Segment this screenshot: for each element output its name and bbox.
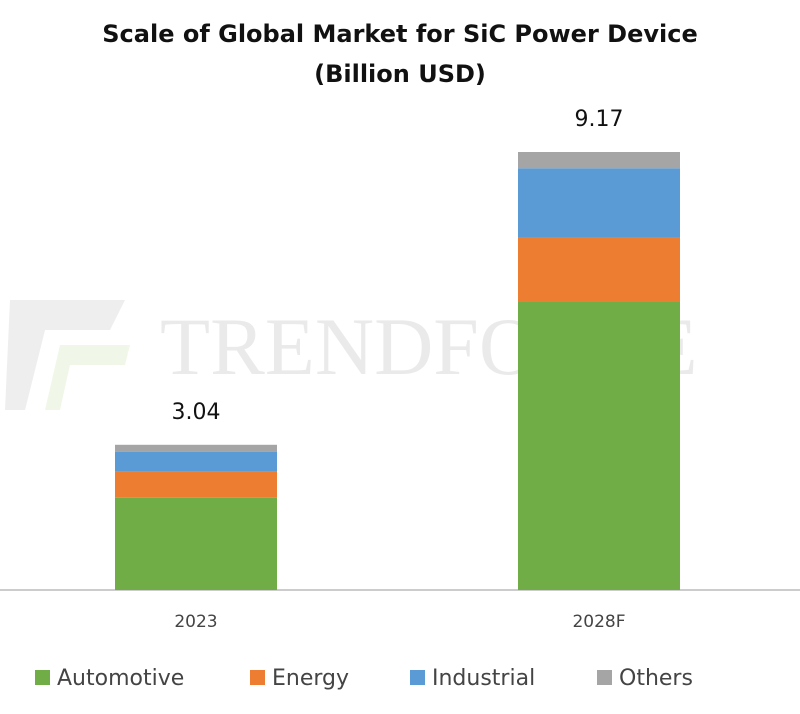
chart-title: Scale of Global Market for SiC Power Dev… xyxy=(102,20,697,48)
chart-subtitle: (Billion USD) xyxy=(314,60,486,88)
bar-segment xyxy=(115,451,277,472)
legend-label: Industrial xyxy=(432,666,535,691)
bar-segment xyxy=(115,444,277,452)
bar-segment xyxy=(518,168,680,238)
x-tick-label: 2028F xyxy=(572,612,625,632)
bar-segment xyxy=(115,471,277,498)
bar-segment xyxy=(115,497,277,590)
legend-label: Automotive xyxy=(57,666,184,691)
total-label: 9.17 xyxy=(575,107,624,132)
total-label: 3.04 xyxy=(172,400,221,425)
legend-swatch xyxy=(35,670,50,685)
watermark-logo xyxy=(5,300,130,410)
bar-segment xyxy=(518,237,680,302)
legend-label: Energy xyxy=(272,666,349,691)
legend-label: Others xyxy=(619,666,693,691)
bar-segment xyxy=(518,152,680,169)
bar-segment xyxy=(518,301,680,590)
legend-swatch xyxy=(410,670,425,685)
x-tick-label: 2023 xyxy=(174,612,217,632)
legend-swatch xyxy=(597,670,612,685)
legend-swatch xyxy=(250,670,265,685)
